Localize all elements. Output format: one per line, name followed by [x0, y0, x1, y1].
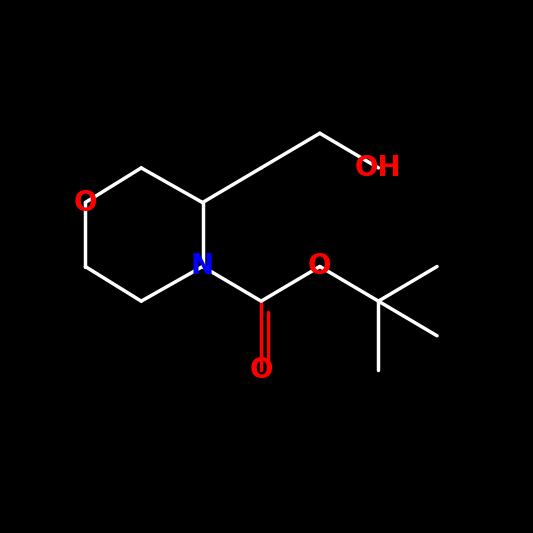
- Text: N: N: [191, 253, 214, 280]
- Text: OH: OH: [355, 154, 402, 182]
- Text: O: O: [74, 189, 97, 216]
- Text: O: O: [249, 357, 273, 384]
- Text: O: O: [308, 253, 332, 280]
